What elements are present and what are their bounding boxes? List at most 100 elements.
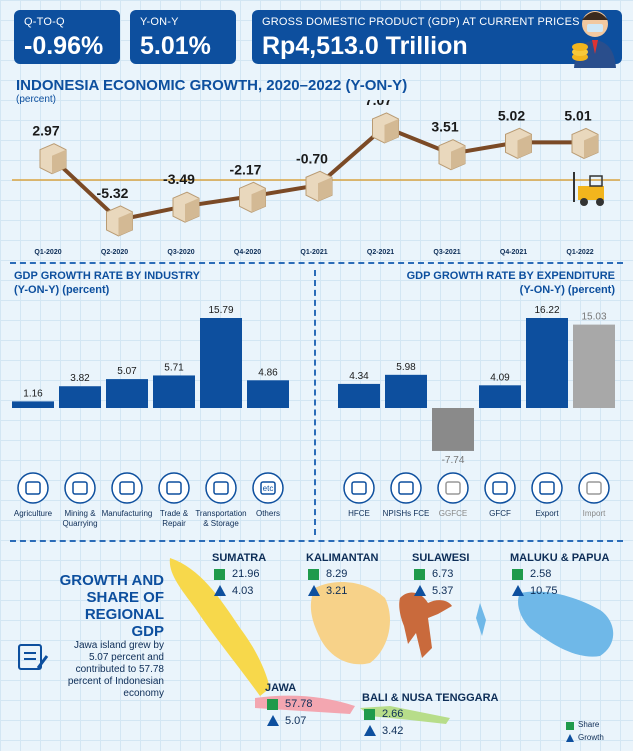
note-line-4: percent of Indonesian — [67, 676, 164, 687]
bar — [106, 379, 148, 408]
region-name: SUMATRA — [212, 552, 267, 564]
category-label: Manufacturing — [102, 509, 153, 518]
category-icon — [205, 472, 237, 504]
region-name: JAWA — [265, 682, 297, 694]
divider-2 — [10, 540, 623, 542]
region-growth: 10.75 — [530, 585, 558, 597]
category-icon — [252, 472, 284, 504]
category-label: Export — [535, 509, 559, 518]
region-share: 6.73 — [432, 568, 454, 580]
growth-value-label: -5.32 — [97, 185, 129, 201]
gdp-value: Rp4,513.0 Trillion — [262, 32, 468, 60]
industry-bar-chart: 1.16 Agriculture 3.82 Mining &Quarrying 5.07… — [12, 305, 289, 528]
growth-value-label: 5.01 — [564, 107, 591, 123]
indonesia-map — [169, 558, 614, 724]
bar — [338, 383, 380, 408]
category-icon-text: etc — [263, 484, 274, 493]
yony-value: 5.01% — [140, 32, 211, 60]
qtoq-card: Q-TO-Q -0.96% — [14, 10, 120, 64]
region-name: MALUKU & PAPUA — [510, 552, 610, 564]
category-label: GFCF — [489, 509, 511, 518]
growth-value-label: 7.07 — [365, 100, 392, 108]
growth-icon — [414, 585, 426, 596]
growth-line-chart: 2.97 Q1-2020 -5.32 Q2-2020 -3.49 Q3-2020 -2.17… — [12, 100, 620, 256]
growth-icon — [308, 585, 320, 596]
category-icon — [17, 472, 49, 504]
growth-point — [372, 112, 399, 144]
bar — [200, 318, 242, 408]
bar — [432, 408, 474, 451]
category-icon — [578, 472, 610, 504]
category-label: Others — [256, 509, 280, 518]
category-icon — [437, 472, 469, 504]
growth-value-label: -2.17 — [230, 161, 262, 177]
growth-tick-label: Q1-2021 — [300, 249, 327, 256]
bar-value-label: 4.34 — [349, 371, 369, 382]
category-label: Transportation — [195, 509, 246, 518]
expenditure-title: GDP GROWTH RATE BY EXPENDITURE — [406, 270, 615, 282]
businessman-icon — [572, 11, 616, 68]
regional-title-line-2: SHARE OF — [86, 589, 164, 606]
industry-unit: (Y-ON-Y) (percent) — [14, 284, 110, 296]
bar-value-label: 3.82 — [70, 373, 90, 384]
category-icon — [531, 472, 563, 504]
growth-value-label: -3.49 — [163, 171, 195, 187]
note-line-5: economy — [123, 688, 164, 699]
category-icon — [64, 472, 96, 504]
growth-tick-label: Q1-2022 — [566, 249, 593, 256]
yony-card: Y-ON-Y 5.01% — [130, 10, 236, 64]
yony-label: Y-ON-Y — [140, 16, 179, 28]
category-icon — [343, 472, 375, 504]
region-growth: 5.37 — [432, 585, 454, 597]
share-icon — [308, 569, 319, 580]
bar — [385, 374, 427, 408]
growth-point — [571, 127, 599, 159]
vertical-divider — [314, 270, 316, 535]
bar — [526, 318, 568, 408]
note-line-1: Jawa island grew by — [73, 640, 164, 651]
bar-value-label: 5.98 — [396, 362, 416, 373]
note-line-3: contributed to 57.78 — [75, 664, 164, 675]
growth-tick-label: Q3-2021 — [433, 249, 460, 256]
bar — [573, 324, 615, 408]
bar-value-label: -7.74 — [442, 455, 465, 466]
growth-point — [305, 170, 333, 202]
regional-title-line-1: GROWTH AND — [59, 572, 164, 589]
region-name: BALI & NUSA TENGGARA — [362, 692, 499, 704]
growth-icon — [364, 725, 376, 736]
growth-point — [505, 127, 532, 159]
region-growth: 4.03 — [232, 585, 254, 597]
category-label: HFCE — [348, 509, 370, 518]
region-share: 21.96 — [232, 568, 260, 580]
category-label: Agriculture — [14, 509, 53, 518]
bar-value-label: 16.22 — [534, 305, 559, 316]
growth-title: INDONESIA ECONOMIC GROWTH, 2020–2022 (Y-… — [16, 77, 408, 94]
bar — [479, 385, 521, 408]
qtoq-value: -0.96% — [24, 32, 104, 60]
category-icon — [484, 472, 516, 504]
share-legend-label: Share — [578, 720, 600, 729]
bar — [12, 401, 54, 408]
share-icon — [214, 569, 225, 580]
gdp-label: GROSS DOMESTIC PRODUCT (GDP) AT CURRENT … — [262, 16, 580, 28]
bar-value-label: 4.86 — [258, 367, 278, 378]
category-icon — [111, 472, 143, 504]
category-label: Trade & — [160, 509, 189, 518]
category-icon — [158, 472, 190, 504]
bar-value-label: 4.09 — [490, 372, 510, 383]
bar — [153, 375, 195, 408]
growth-tick-label: Q4-2021 — [500, 249, 527, 256]
growth-value-label: 3.51 — [431, 119, 458, 135]
share-icon — [414, 569, 425, 580]
category-label: Import — [583, 509, 606, 518]
growth-tick-label: Q4-2020 — [234, 249, 261, 256]
bar-value-label: 15.79 — [208, 305, 233, 316]
bar-value-label: 5.07 — [117, 366, 137, 377]
region-share: 2.66 — [382, 708, 404, 720]
growth-point — [172, 191, 200, 223]
bar-value-label: 5.71 — [164, 362, 184, 373]
qtoq-label: Q-TO-Q — [24, 16, 65, 28]
growth-tick-label: Q3-2020 — [167, 249, 194, 256]
category-label: Mining & — [64, 509, 96, 518]
